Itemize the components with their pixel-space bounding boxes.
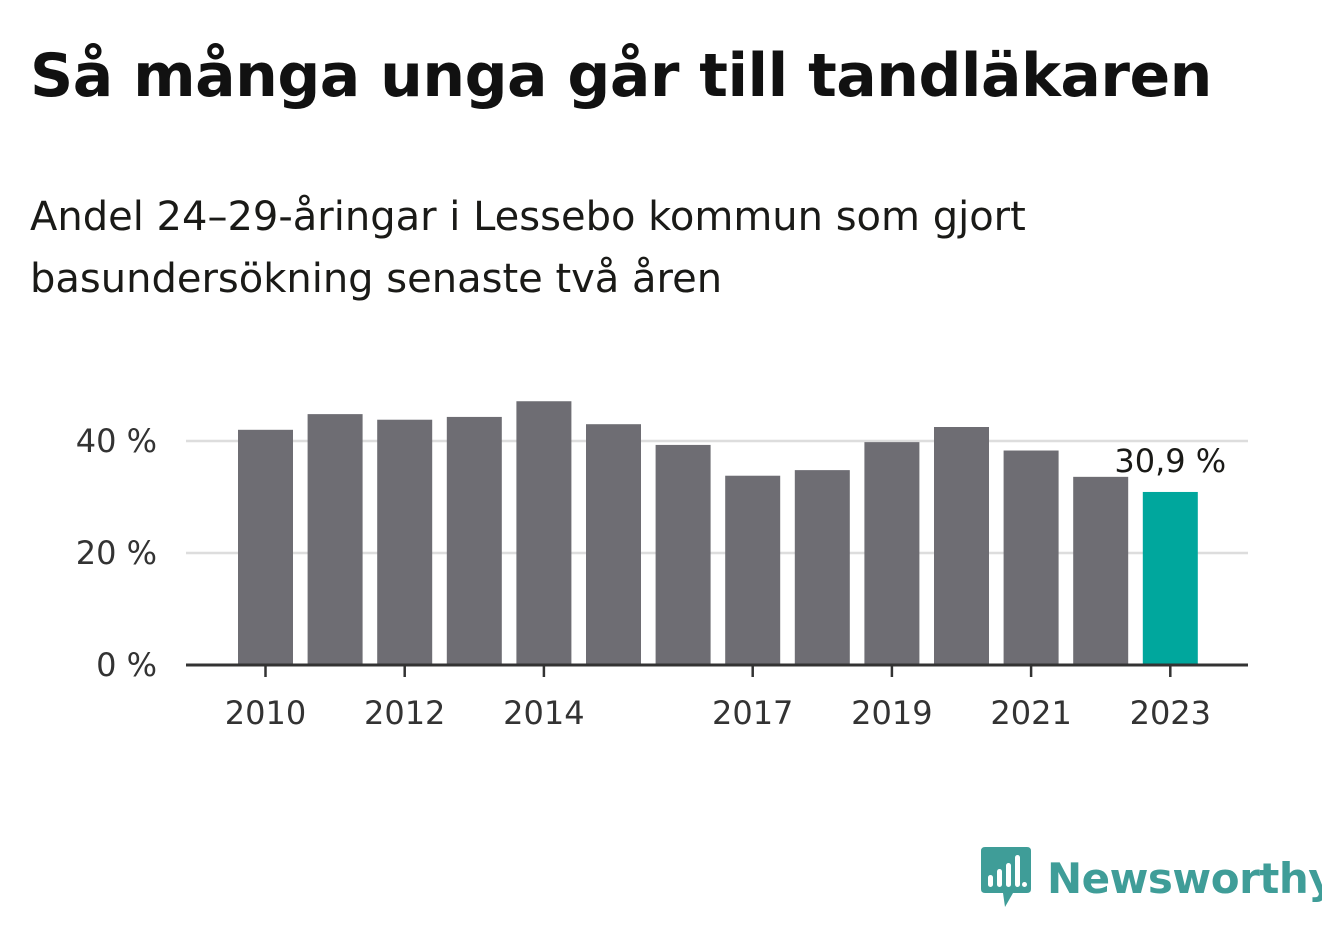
y-tick-label: 20 %	[76, 534, 157, 572]
x-tick-label: 2014	[503, 694, 584, 732]
x-tick-label: 2023	[1130, 694, 1211, 732]
labels: 0 % 20 % 40 % 2010 2012 2014 2017 2019 2021 2023 3…	[76, 422, 1227, 732]
brand-name: Newsworthy	[1047, 853, 1322, 903]
bar-2019	[864, 442, 920, 665]
newsworthy-logo-icon	[981, 847, 1031, 907]
y-tick-label: 0 %	[96, 646, 157, 684]
gridlines	[186, 439, 1248, 555]
bar-2014	[516, 401, 572, 665]
bar-2020	[934, 427, 989, 665]
axes	[186, 663, 1248, 677]
x-tick-label: 2021	[990, 694, 1071, 732]
chart-subtitle: Andel 24–29-åringar i Lessebo kommun som…	[30, 194, 1026, 302]
bar-chart: 0 % 20 % 40 % 2010 2012 2014 2017 2019 2021 2023 3…	[76, 401, 1248, 732]
bar-2016	[655, 444, 711, 665]
y-tick-label: 40 %	[76, 422, 157, 460]
bars	[238, 401, 1198, 665]
x-tick-label: 2017	[712, 694, 793, 732]
bar-2018	[794, 470, 850, 665]
bar-2012	[377, 419, 433, 665]
bar-2022	[1073, 476, 1129, 665]
bar-2015	[586, 424, 641, 665]
bar-2011	[307, 414, 363, 665]
bar-2010	[238, 429, 293, 665]
x-tick-label: 2012	[364, 694, 445, 732]
x-tick-label: 2010	[225, 694, 306, 732]
highlight-value-label: 30,9 %	[1114, 442, 1226, 480]
bar-2017	[725, 475, 781, 665]
newsworthy-logo: Newsworthy	[981, 846, 1322, 910]
bar-2021	[1003, 450, 1059, 665]
bar-2013	[446, 416, 502, 665]
chart-title: Så många unga går till tandläkaren	[30, 41, 1212, 111]
x-tick-label: 2019	[851, 694, 932, 732]
bar-2023	[1142, 491, 1198, 665]
